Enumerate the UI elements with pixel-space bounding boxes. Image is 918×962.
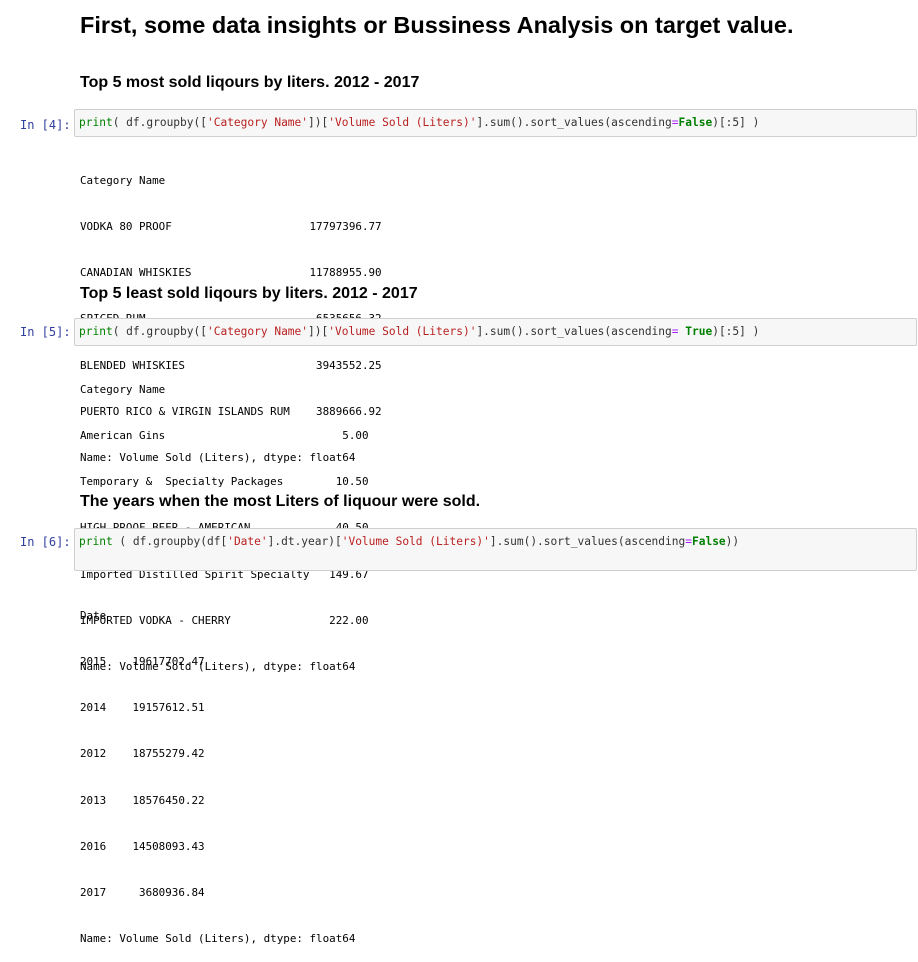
output-line: Category Name bbox=[80, 173, 166, 187]
output-line: Name: Volume Sold (Liters), dtype: float… bbox=[80, 660, 356, 674]
output-line: IMPORTED VODKA - CHERRY 222.00 bbox=[80, 613, 369, 627]
output-line: 2017 3680936.84 bbox=[80, 886, 205, 900]
cell-4-prompt: In [4]: bbox=[20, 118, 71, 132]
cell-4-output: Category Name VODKA 80 PROOF 17797396.77… bbox=[80, 142, 382, 481]
cell-5-code-input[interactable]: print( df.groupby(['Category Name'])['Vo… bbox=[74, 318, 917, 346]
output-line: 2014 19157612.51 bbox=[80, 701, 205, 715]
output-line: BLENDED WHISKIES 3943552.25 bbox=[80, 358, 382, 372]
cell-6-output: Date 2015 19617702.47 2014 19157612.51 2… bbox=[80, 577, 355, 962]
output-line: 2015 19617702.47 bbox=[80, 655, 205, 669]
cell-6-prompt: In [6]: bbox=[20, 535, 71, 549]
cell-4-code-text: print( df.groupby(['Category Name'])['Vo… bbox=[79, 116, 760, 129]
cell-5-prompt: In [5]: bbox=[20, 325, 71, 339]
cell-5-code-text: print( df.groupby(['Category Name'])['Vo… bbox=[79, 325, 760, 338]
cell-4-code-input[interactable]: print( df.groupby(['Category Name'])['Vo… bbox=[74, 109, 917, 137]
output-line: Category Name bbox=[80, 382, 166, 396]
output-line: Name: Volume Sold (Liters), dtype: float… bbox=[80, 451, 356, 465]
output-line: VODKA 80 PROOF 17797396.77 bbox=[80, 220, 382, 234]
output-line: Name: Volume Sold (Liters), dtype: float… bbox=[80, 932, 356, 946]
output-line: 2016 14508093.43 bbox=[80, 839, 205, 853]
output-line: Date bbox=[80, 608, 107, 622]
cell-4-subheading: Top 5 most sold liqours by liters. 2012 … bbox=[80, 74, 420, 91]
output-line: 2013 18576450.22 bbox=[80, 793, 205, 807]
cell-5-subheading: Top 5 least sold liqours by liters. 2012… bbox=[80, 285, 418, 302]
cell-6-subheading: The years when the most Liters of liquou… bbox=[80, 493, 481, 510]
cell-6-code-input[interactable]: print ( df.groupby(df['Date'].dt.year)['… bbox=[74, 528, 917, 571]
output-line: 2012 18755279.42 bbox=[80, 747, 205, 761]
cell-6-code-text: print ( df.groupby(df['Date'].dt.year)['… bbox=[79, 535, 740, 548]
output-line: Temporary & Specialty Packages 10.50 bbox=[80, 475, 369, 489]
output-line: American Gins 5.00 bbox=[80, 429, 369, 443]
output-line: CANADIAN WHISKIES 11788955.90 bbox=[80, 266, 382, 280]
output-line: PUERTO RICO & VIRGIN ISLANDS RUM 3889666… bbox=[80, 404, 382, 418]
notebook-heading: First, some data insights or Bussiness A… bbox=[80, 12, 794, 38]
